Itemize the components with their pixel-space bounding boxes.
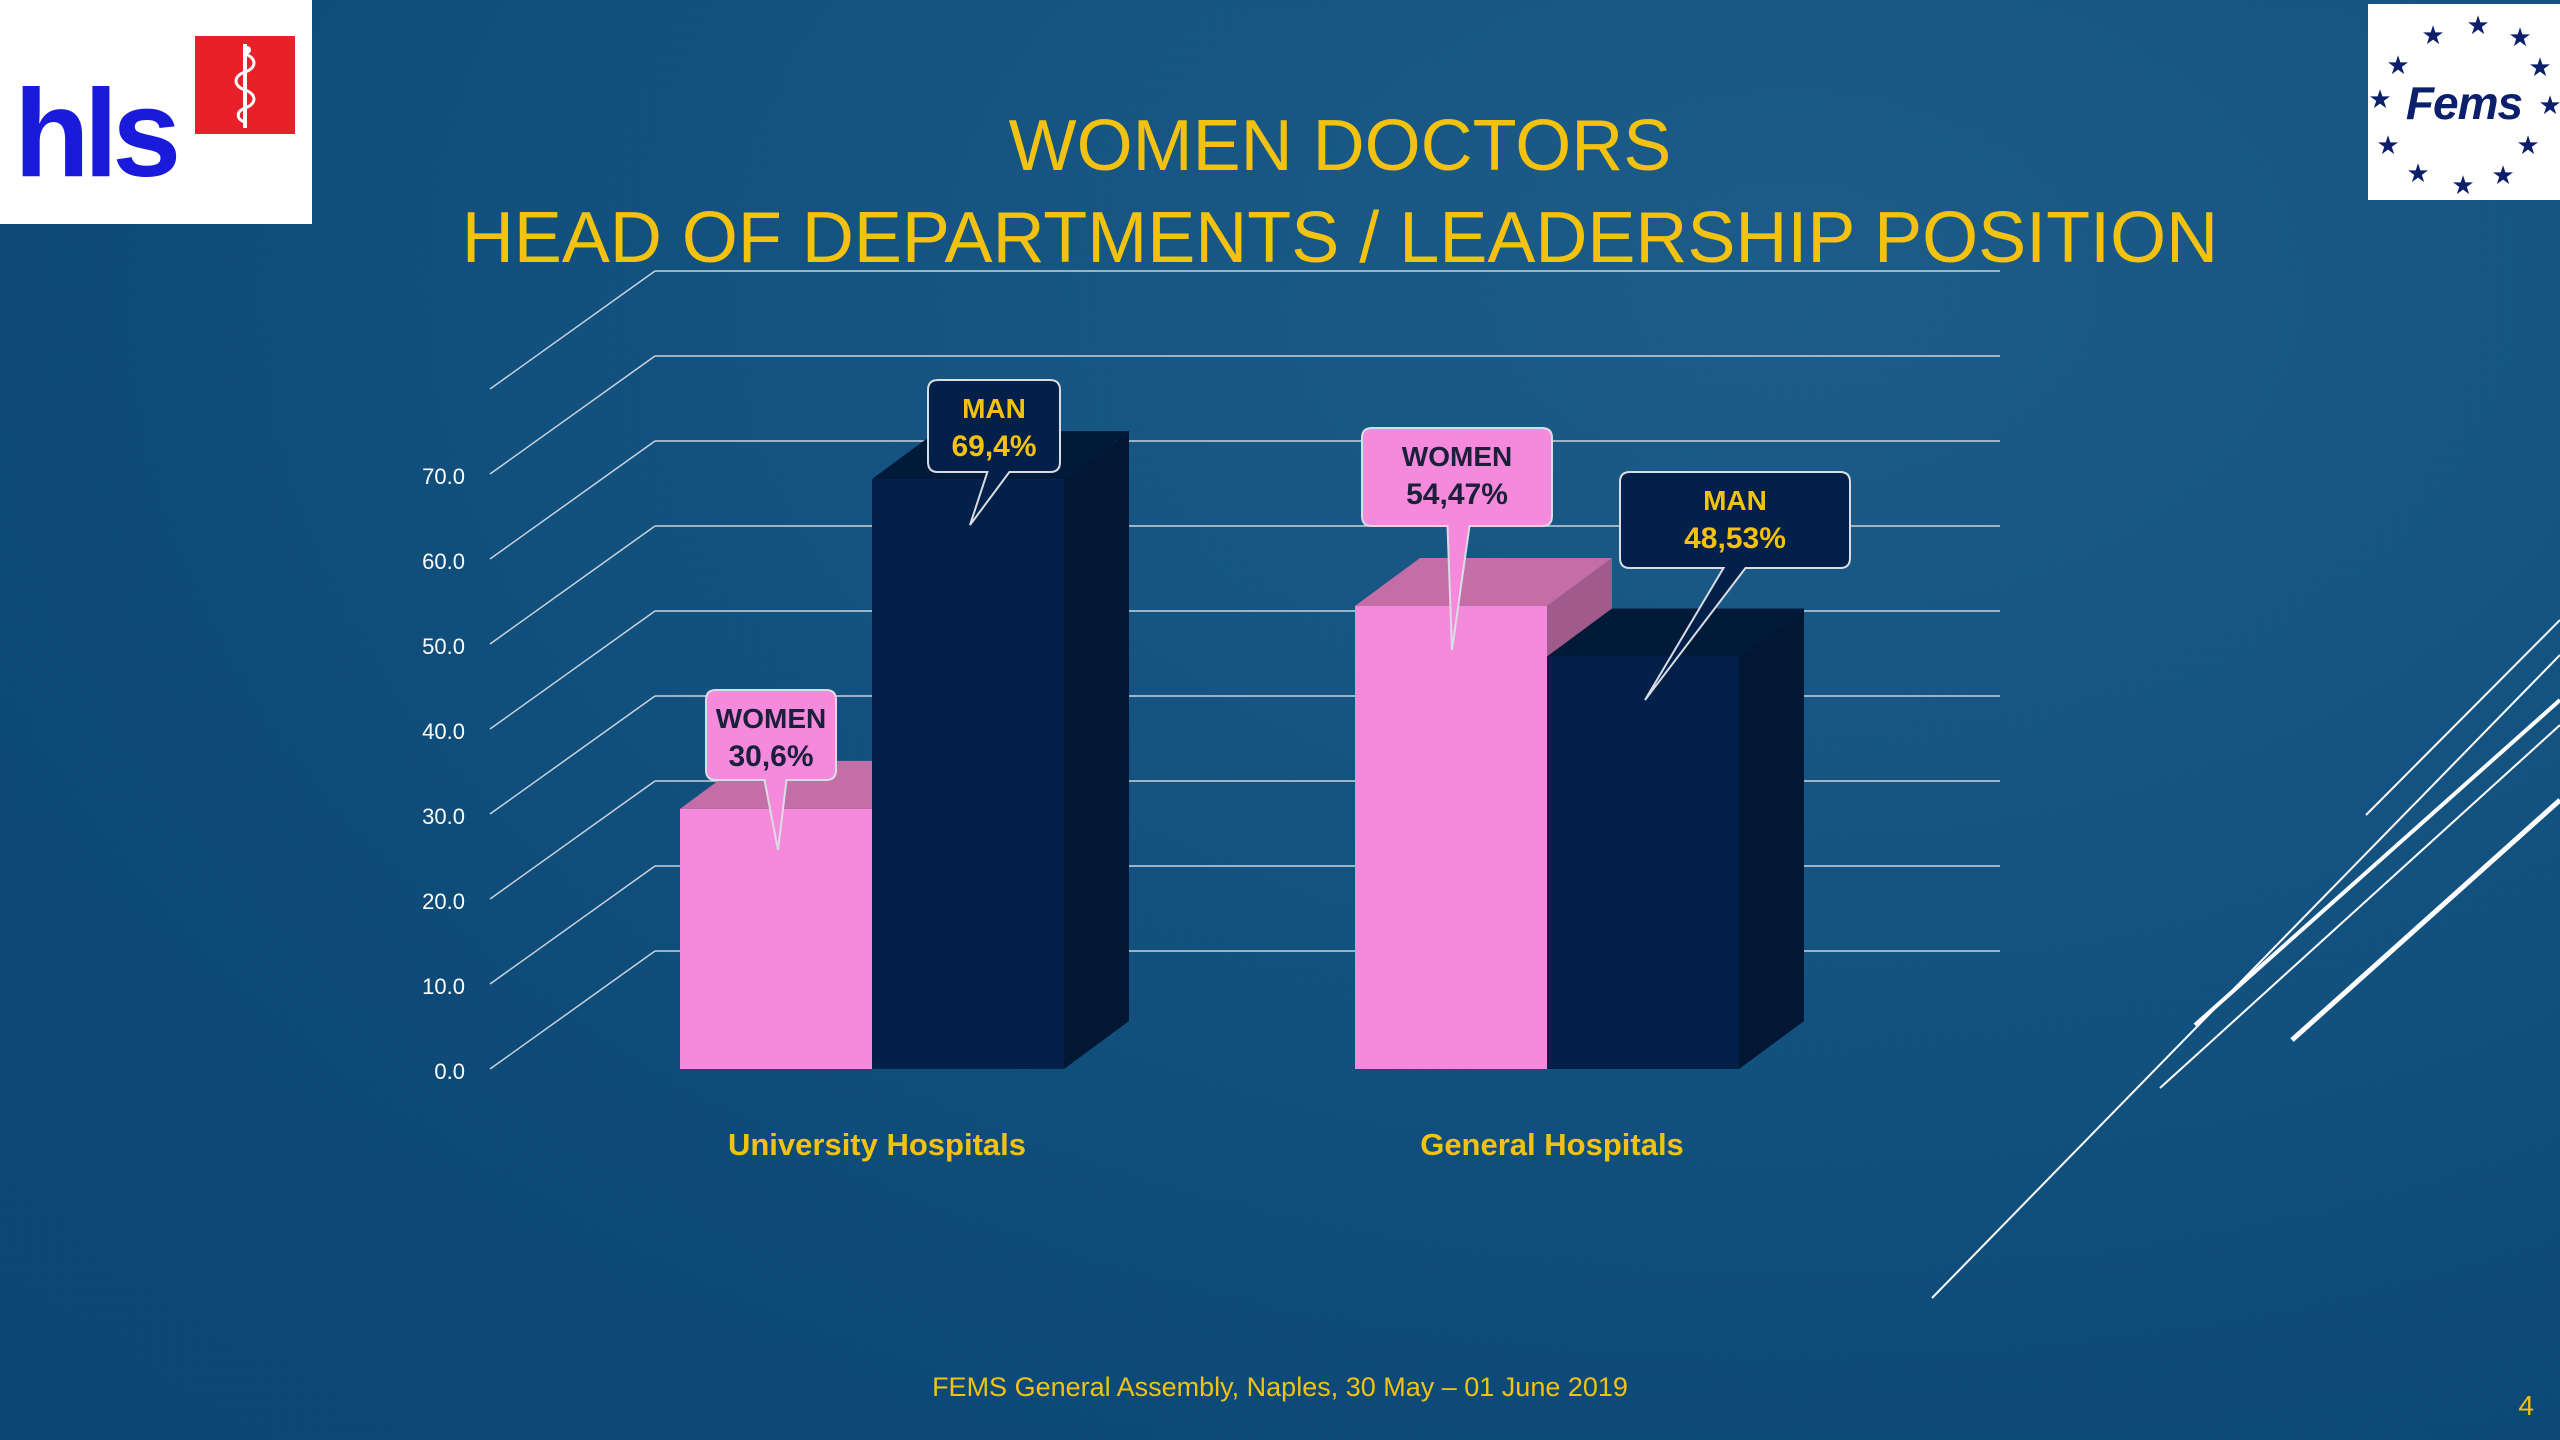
y-tick-label: 10.0 bbox=[422, 974, 465, 999]
decor-line-5 bbox=[1931, 654, 2560, 1299]
bar-top-face bbox=[1355, 558, 1612, 607]
svg-text:★: ★ bbox=[2491, 161, 2514, 191]
svg-text:★: ★ bbox=[2516, 131, 2539, 161]
callout-man-0: MAN 69,4% bbox=[927, 379, 1061, 526]
decor-line-4 bbox=[2365, 619, 2560, 816]
y-tick-label: 50.0 bbox=[422, 634, 465, 659]
fems-stars-icon: ★ ★ ★ ★ ★ ★ ★ ★ ★ ★ ★ ★ bbox=[2368, 11, 2560, 201]
svg-text:★: ★ bbox=[2466, 11, 2489, 41]
gridline-diagonal bbox=[489, 610, 656, 730]
svg-text:★: ★ bbox=[2451, 171, 2474, 200]
bar-side-face bbox=[1064, 431, 1129, 1070]
gridline-diagonal bbox=[489, 865, 656, 985]
callout-women-0: WOMEN 30,6% bbox=[705, 689, 837, 851]
callout-bubble bbox=[1619, 471, 1851, 701]
y-tick-label: 20.0 bbox=[422, 889, 465, 914]
callout-series-name: MAN bbox=[1703, 485, 1767, 516]
gridline-diagonal bbox=[489, 355, 656, 475]
svg-text:★: ★ bbox=[2406, 159, 2429, 189]
hls-logo: hls bbox=[0, 0, 312, 224]
callout-bubble bbox=[927, 379, 1061, 526]
gridline-diagonal bbox=[489, 695, 656, 815]
gridline-diagonal bbox=[489, 780, 656, 900]
decor-line-3 bbox=[2290, 798, 2560, 1042]
svg-text:★: ★ bbox=[2508, 23, 2531, 53]
callout-man-1: MAN 48,53% bbox=[1619, 471, 1851, 701]
callout-women-1: WOMEN 54,47% bbox=[1361, 427, 1553, 651]
callout-series-name: WOMEN bbox=[716, 703, 826, 734]
callout-value-label: 69,4% bbox=[951, 430, 1036, 463]
hls-logo-red-square bbox=[195, 36, 295, 134]
y-tick-label: 0.0 bbox=[434, 1059, 465, 1084]
y-tick-label: 30.0 bbox=[422, 804, 465, 829]
title-line-2: HEAD OF DEPARTMENTS / LEADERSHIP POSITIO… bbox=[461, 198, 2219, 278]
callout-bubble bbox=[1361, 427, 1553, 651]
callout-value-label: 54,47% bbox=[1406, 478, 1508, 511]
bar-front-face bbox=[872, 479, 1064, 1070]
hls-logo-text: hls bbox=[14, 65, 181, 203]
fems-logo: ★ ★ ★ ★ ★ ★ ★ ★ ★ ★ ★ ★ Fems bbox=[2368, 4, 2560, 201]
callout-value-label: 30,6% bbox=[728, 740, 813, 773]
callout-series-name: MAN bbox=[962, 393, 1026, 424]
bar-man-1 bbox=[1547, 608, 1804, 1069]
decor-line-2 bbox=[2159, 724, 2560, 1089]
slide-title: WOMEN DOCTORS HEAD OF DEPARTMENTS / LEAD… bbox=[0, 100, 2560, 284]
bar-front-face bbox=[680, 808, 872, 1069]
y-tick-label: 40.0 bbox=[422, 719, 465, 744]
svg-text:★: ★ bbox=[2368, 85, 2391, 115]
svg-text:★: ★ bbox=[2528, 53, 2551, 83]
footer-text: FEMS General Assembly, Naples, 30 May – … bbox=[932, 1372, 1628, 1402]
gridline-diagonal bbox=[489, 270, 656, 390]
page-number: 4 bbox=[2518, 1390, 2534, 1421]
x-category-label: University Hospitals bbox=[728, 1127, 1026, 1162]
title-line-1: WOMEN DOCTORS bbox=[1008, 106, 1672, 186]
x-category-label: General Hospitals bbox=[1420, 1127, 1684, 1162]
bar-man-0 bbox=[872, 431, 1129, 1070]
svg-text:★: ★ bbox=[2421, 21, 2444, 51]
y-tick-label: 70.0 bbox=[422, 464, 465, 489]
svg-text:★: ★ bbox=[2376, 131, 2399, 161]
bar-front-face bbox=[1355, 606, 1547, 1069]
bar-side-face bbox=[1739, 608, 1804, 1069]
decor-line-1 bbox=[2193, 698, 2560, 1027]
svg-text:★: ★ bbox=[2538, 91, 2560, 121]
bar-top-face bbox=[1547, 608, 1804, 657]
callout-bubble bbox=[705, 689, 837, 851]
callout-series-name: WOMEN bbox=[1402, 441, 1512, 472]
gridline-diagonal bbox=[489, 950, 656, 1070]
svg-text:★: ★ bbox=[2386, 51, 2409, 81]
gridline-diagonal bbox=[489, 525, 656, 645]
callout-value-label: 48,53% bbox=[1684, 522, 1786, 555]
fems-logo-text: Fems bbox=[2405, 77, 2523, 129]
bar-front-face bbox=[1547, 656, 1739, 1069]
gridline-diagonal bbox=[489, 440, 656, 560]
y-tick-label: 60.0 bbox=[422, 549, 465, 574]
